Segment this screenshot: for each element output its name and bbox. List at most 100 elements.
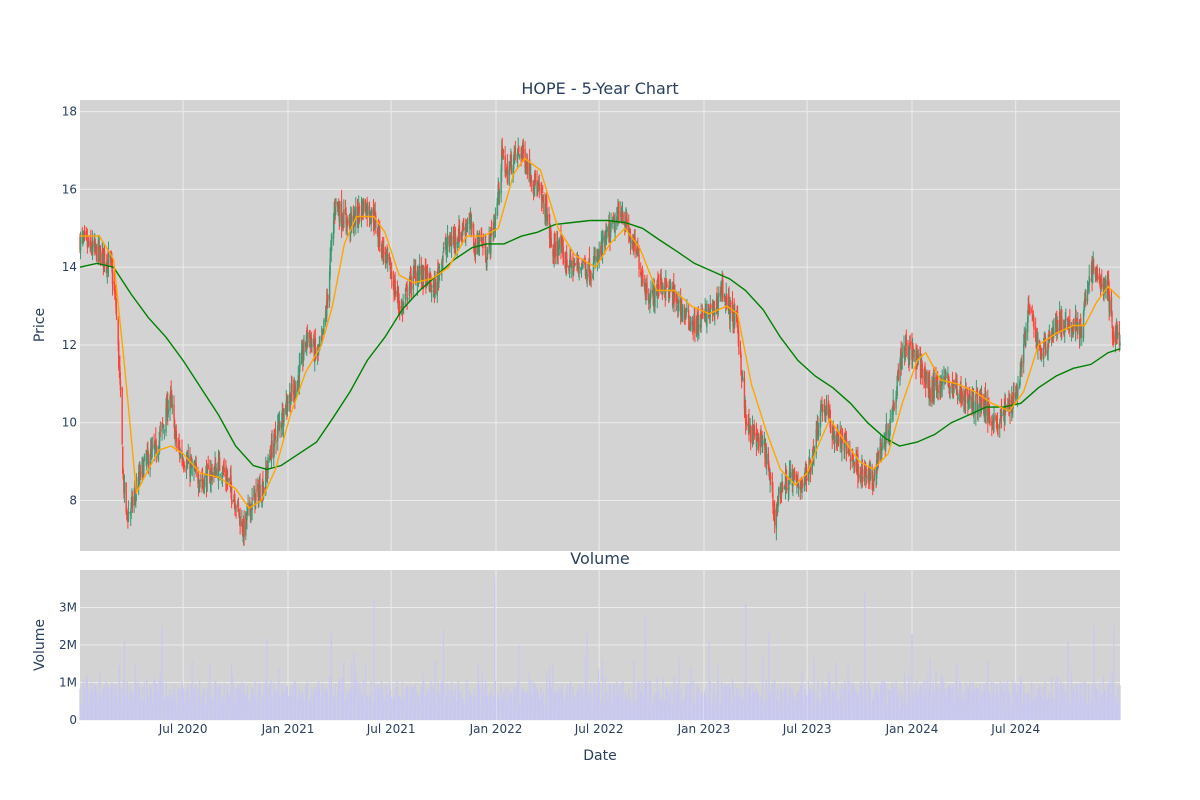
price-candle-body bbox=[735, 310, 738, 313]
price-candle-body bbox=[518, 146, 520, 153]
price-candle-body bbox=[805, 474, 808, 481]
volume-bar bbox=[255, 697, 257, 720]
volume-bar bbox=[490, 689, 493, 720]
price-candle-body bbox=[707, 304, 710, 313]
price-candle-body bbox=[817, 423, 819, 436]
volume-bar bbox=[837, 705, 840, 720]
volume-bar bbox=[1037, 688, 1039, 720]
price-gridlines bbox=[80, 100, 1120, 551]
volume-bar bbox=[299, 695, 301, 720]
price-candle-body bbox=[586, 272, 588, 281]
price-candle-body bbox=[296, 380, 299, 392]
volume-y-tick-label: 0 bbox=[69, 713, 77, 727]
price-candle-body bbox=[461, 233, 464, 235]
price-candle-body bbox=[159, 433, 161, 442]
volume-bar bbox=[151, 702, 153, 720]
price-candle-body bbox=[761, 439, 764, 445]
price-candle-body bbox=[740, 354, 742, 375]
volume-bar bbox=[921, 693, 923, 720]
price-candle-body bbox=[496, 202, 498, 216]
price-y-tick-label: 14 bbox=[62, 260, 77, 274]
volume-bar bbox=[367, 697, 369, 720]
price-candle-body bbox=[710, 304, 712, 307]
price-candle-body bbox=[1101, 279, 1103, 288]
price-candle-body bbox=[726, 294, 728, 310]
price-candle-body bbox=[135, 493, 137, 498]
price-candle-body bbox=[321, 333, 323, 336]
volume-bar bbox=[137, 680, 139, 720]
price-candle-body bbox=[833, 426, 835, 445]
price-candle-body bbox=[163, 426, 165, 428]
price-candle-body bbox=[1096, 267, 1098, 272]
price-candle-body bbox=[406, 298, 409, 300]
price-candle-body bbox=[676, 296, 678, 303]
volume-bar bbox=[750, 694, 752, 720]
volume-bar bbox=[438, 695, 441, 720]
price-candle-body bbox=[821, 404, 824, 411]
price-candle-body bbox=[181, 458, 184, 461]
price-candle-body bbox=[158, 440, 160, 449]
volume-bar bbox=[155, 683, 157, 720]
price-candle-body bbox=[87, 241, 90, 246]
volume-bar bbox=[482, 696, 485, 720]
price-candle-body bbox=[879, 446, 881, 461]
volume-bar bbox=[338, 681, 340, 720]
price-candle-body bbox=[837, 439, 840, 442]
volume-bar bbox=[486, 694, 489, 720]
price-candle-body bbox=[1099, 276, 1101, 287]
price-candle-body bbox=[743, 378, 746, 409]
price-candle-body bbox=[1005, 407, 1007, 410]
volume-bar bbox=[457, 681, 459, 720]
price-candle-body bbox=[477, 236, 479, 243]
price-candle-body bbox=[885, 424, 888, 436]
price-candle-body bbox=[596, 255, 599, 264]
price-candle-body bbox=[731, 301, 734, 322]
price-candle-body bbox=[469, 217, 472, 221]
price-candle-body bbox=[183, 464, 185, 469]
price-candle-body bbox=[161, 422, 163, 433]
volume-y-ticks: 0 1M 2M 3M bbox=[59, 601, 77, 728]
price-candle-body bbox=[865, 464, 867, 477]
price-candle-body bbox=[198, 482, 201, 489]
price-candle-body bbox=[250, 505, 252, 518]
price-candle-body bbox=[231, 500, 233, 502]
price-candle-body bbox=[494, 217, 497, 227]
price-candle-body bbox=[233, 499, 236, 501]
volume-bar bbox=[167, 695, 169, 720]
price-candle-body bbox=[1042, 347, 1045, 359]
volume-bar bbox=[391, 697, 393, 720]
price-candle-body bbox=[1073, 318, 1075, 330]
price-candle-body bbox=[500, 150, 503, 171]
price-candle-body bbox=[809, 458, 811, 466]
volume-bar bbox=[885, 682, 887, 720]
volume-bar bbox=[960, 682, 962, 720]
price-candle-body bbox=[481, 237, 483, 239]
volume-bar bbox=[904, 683, 906, 720]
price-candle-body bbox=[485, 244, 487, 262]
price-candle-body bbox=[143, 462, 145, 475]
price-candle-body bbox=[434, 282, 437, 295]
price-candle-body bbox=[1054, 317, 1057, 328]
price-candle-body bbox=[951, 382, 954, 391]
price-candle-body bbox=[605, 233, 608, 240]
price-candle-body bbox=[528, 159, 531, 176]
price-candle-body bbox=[911, 348, 914, 362]
price-candle-body bbox=[641, 271, 644, 278]
price-candle-body bbox=[537, 184, 539, 186]
price-candle-body bbox=[1109, 299, 1111, 315]
price-candle-body bbox=[387, 254, 389, 261]
volume-bar bbox=[718, 705, 720, 720]
volume-bar bbox=[853, 689, 856, 720]
short-moving-average-line bbox=[80, 157, 1121, 510]
price-candle-body bbox=[592, 274, 594, 279]
price-candle-body bbox=[865, 475, 868, 478]
price-candle-body bbox=[265, 467, 267, 494]
price-candle-body bbox=[238, 509, 240, 516]
volume-bar bbox=[801, 696, 804, 720]
price-candle-body bbox=[963, 393, 966, 399]
volume-bar bbox=[969, 681, 971, 720]
price-candle-body bbox=[1064, 329, 1066, 332]
volume-bar bbox=[817, 698, 820, 720]
price-candle-body bbox=[739, 347, 742, 354]
price-candle-body bbox=[255, 489, 257, 492]
